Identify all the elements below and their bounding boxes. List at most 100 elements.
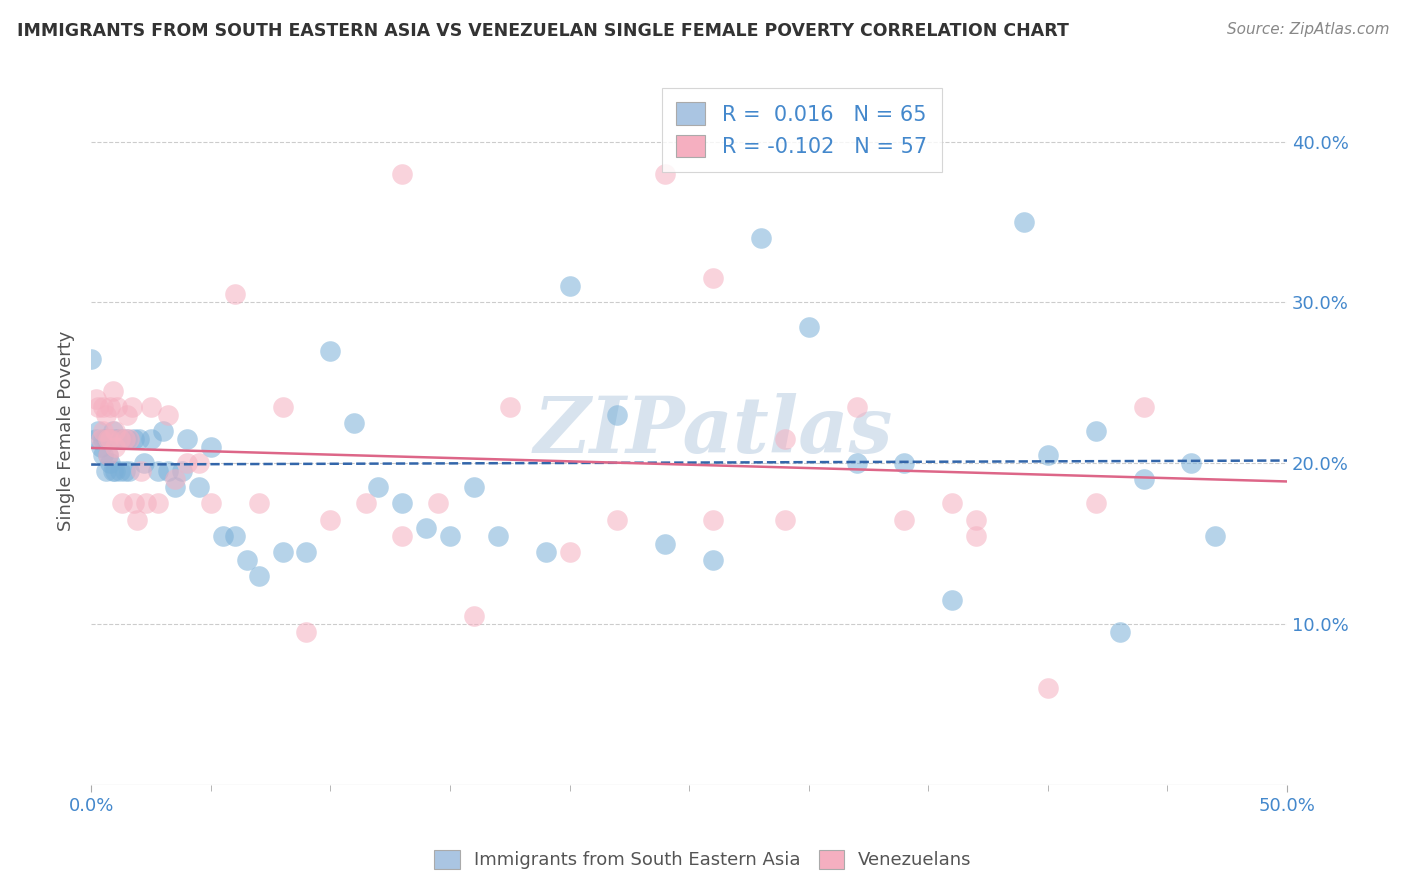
Point xyxy=(87,424,110,438)
Point xyxy=(98,432,121,446)
Point xyxy=(90,440,112,454)
Point xyxy=(146,464,169,478)
Point xyxy=(1108,625,1130,640)
Point xyxy=(114,464,136,478)
Point xyxy=(104,432,127,446)
Point xyxy=(654,167,676,181)
Point xyxy=(91,424,114,438)
Point xyxy=(114,432,136,446)
Point xyxy=(606,512,628,526)
Point xyxy=(295,625,318,640)
Point xyxy=(118,432,141,446)
Point xyxy=(391,496,413,510)
Point xyxy=(98,456,121,470)
Point xyxy=(111,496,134,510)
Point xyxy=(224,528,246,542)
Point xyxy=(115,408,138,422)
Point xyxy=(128,432,150,446)
Point xyxy=(534,544,557,558)
Point xyxy=(163,480,186,494)
Point xyxy=(463,480,485,494)
Point xyxy=(200,440,222,454)
Point xyxy=(463,609,485,624)
Point xyxy=(845,400,868,414)
Point xyxy=(104,440,127,454)
Y-axis label: Single Female Poverty: Single Female Poverty xyxy=(58,331,75,532)
Point xyxy=(702,552,724,566)
Point xyxy=(797,319,820,334)
Point xyxy=(965,512,987,526)
Point xyxy=(84,392,107,406)
Point xyxy=(91,400,114,414)
Point xyxy=(654,536,676,550)
Point xyxy=(1132,472,1154,486)
Point xyxy=(415,520,437,534)
Point xyxy=(271,400,294,414)
Point xyxy=(91,448,114,462)
Point xyxy=(247,496,270,510)
Point xyxy=(1084,496,1107,510)
Point xyxy=(122,432,145,446)
Point xyxy=(773,432,796,446)
Point xyxy=(94,408,117,422)
Point xyxy=(135,496,157,510)
Point xyxy=(139,400,162,414)
Point xyxy=(1132,400,1154,414)
Point xyxy=(122,496,145,510)
Point xyxy=(486,528,509,542)
Point xyxy=(131,464,153,478)
Legend: Immigrants from South Eastern Asia, Venezuelans: Immigrants from South Eastern Asia, Vene… xyxy=(425,841,981,879)
Point xyxy=(156,408,179,422)
Point xyxy=(176,432,198,446)
Point xyxy=(391,528,413,542)
Point xyxy=(211,528,233,542)
Point xyxy=(499,400,522,414)
Point xyxy=(170,464,193,478)
Text: Source: ZipAtlas.com: Source: ZipAtlas.com xyxy=(1226,22,1389,37)
Text: ZIPatlas: ZIPatlas xyxy=(533,392,893,469)
Point xyxy=(845,456,868,470)
Point xyxy=(187,480,209,494)
Point xyxy=(146,496,169,510)
Point xyxy=(941,593,963,607)
Point xyxy=(187,456,209,470)
Point xyxy=(1036,448,1059,462)
Point xyxy=(941,496,963,510)
Point xyxy=(295,544,318,558)
Legend: R =  0.016   N = 65, R = -0.102   N = 57: R = 0.016 N = 65, R = -0.102 N = 57 xyxy=(662,87,942,172)
Point xyxy=(98,400,121,414)
Point xyxy=(427,496,450,510)
Point xyxy=(702,271,724,285)
Point xyxy=(152,424,174,438)
Point xyxy=(247,568,270,582)
Point xyxy=(118,464,141,478)
Point xyxy=(97,448,120,462)
Point xyxy=(101,384,124,398)
Text: IMMIGRANTS FROM SOUTH EASTERN ASIA VS VENEZUELAN SINGLE FEMALE POVERTY CORRELATI: IMMIGRANTS FROM SOUTH EASTERN ASIA VS VE… xyxy=(17,22,1069,40)
Point xyxy=(98,432,121,446)
Point xyxy=(1036,681,1059,696)
Point xyxy=(200,496,222,510)
Point xyxy=(80,351,103,366)
Point xyxy=(87,400,110,414)
Point xyxy=(319,512,342,526)
Point xyxy=(235,552,257,566)
Point xyxy=(91,432,114,446)
Point xyxy=(97,448,120,462)
Point xyxy=(107,432,129,446)
Point xyxy=(104,424,127,438)
Point xyxy=(156,464,179,478)
Point xyxy=(108,464,131,478)
Point xyxy=(94,432,117,446)
Point xyxy=(97,432,120,446)
Point xyxy=(702,512,724,526)
Point xyxy=(319,343,342,358)
Point xyxy=(101,464,124,478)
Point xyxy=(107,400,129,414)
Point xyxy=(104,464,127,478)
Point xyxy=(125,512,148,526)
Point xyxy=(97,432,120,446)
Point xyxy=(606,408,628,422)
Point xyxy=(94,464,117,478)
Point xyxy=(1204,528,1226,542)
